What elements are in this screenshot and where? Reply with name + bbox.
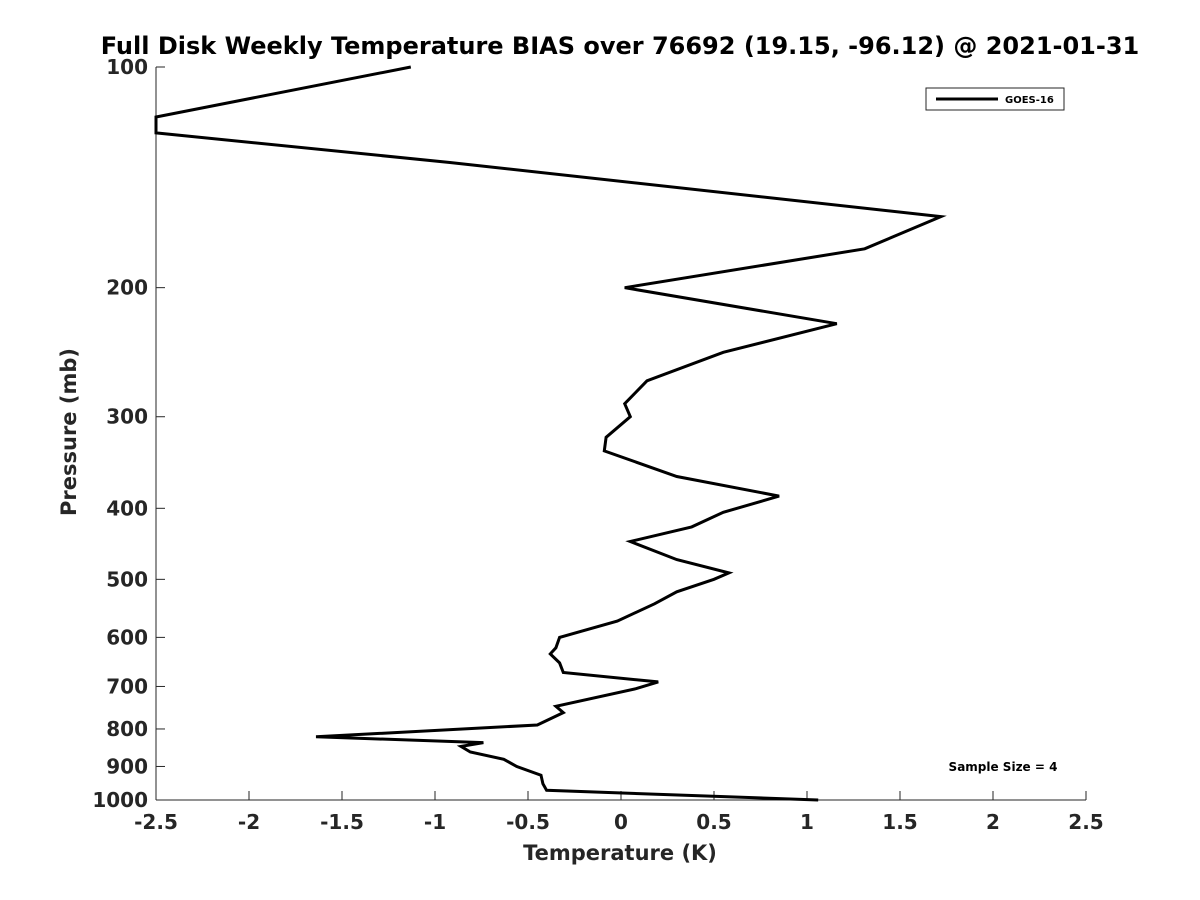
x-tick-label: -1.5 (320, 810, 364, 834)
y-tick-label: 400 (106, 496, 148, 520)
x-tick-label: -1 (424, 810, 446, 834)
x-tick-label: 1.5 (882, 810, 917, 834)
legend-entry-goes-16: GOES-16 (1005, 95, 1054, 106)
x-axis-ticks: -2.5 -2 -1.5 -1 -0.5 0 0.5 1 1.5 2 2.5 (134, 791, 1104, 834)
series-line-goes-16 (154, 65, 947, 802)
y-tick-label: 900 (106, 754, 148, 778)
y-tick-label: 200 (106, 276, 148, 300)
chart-title: Full Disk Weekly Temperature BIAS over 7… (101, 32, 1140, 60)
x-tick-label: -2 (238, 810, 260, 834)
x-tick-label: 2 (986, 810, 1000, 834)
series-layer (154, 65, 947, 802)
x-tick-label: -2.5 (134, 810, 178, 834)
y-tick-label: 700 (106, 674, 148, 698)
y-tick-label: 1000 (92, 788, 148, 812)
y-tick-label: 300 (106, 405, 148, 429)
y-tick-label: 100 (106, 55, 148, 79)
y-tick-label: 500 (106, 567, 148, 591)
legend: GOES-16 (925, 87, 1065, 111)
y-tick-label: 600 (106, 625, 148, 649)
y-axis-ticks: 100 200 300 400 500 600 700 800 900 1000 (92, 55, 165, 812)
x-axis-label: Temperature (K) (523, 841, 717, 865)
y-tick-label: 800 (106, 717, 148, 741)
y-axis-label: Pressure (mb) (57, 348, 81, 516)
x-tick-label: -0.5 (506, 810, 550, 834)
x-tick-label: 0.5 (696, 810, 731, 834)
x-tick-label: 0 (614, 810, 628, 834)
x-tick-label: 1 (800, 810, 814, 834)
x-tick-label: 2.5 (1068, 810, 1103, 834)
sample-size-annotation: Sample Size = 4 (949, 760, 1058, 774)
